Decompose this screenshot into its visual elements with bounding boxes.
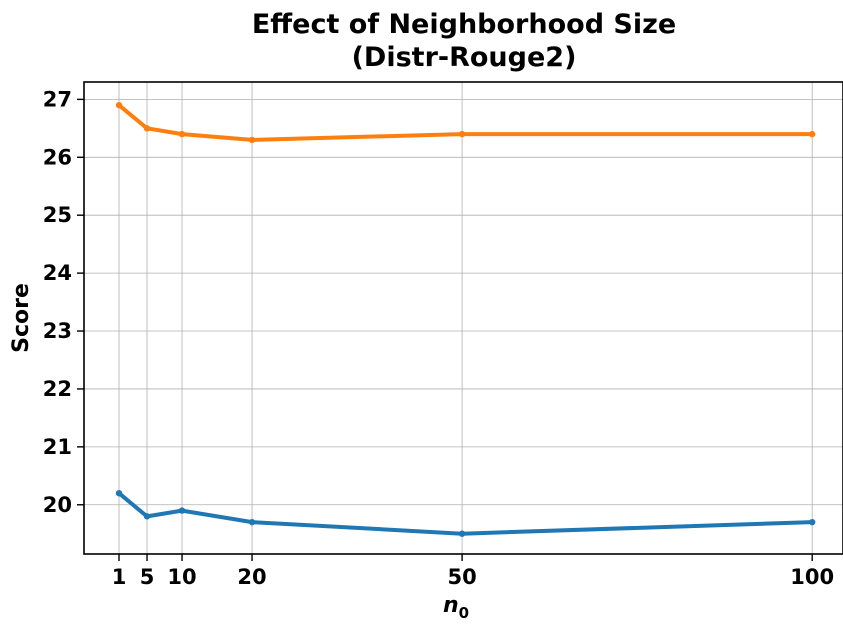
y-tick-label: 22 [43,377,72,401]
y-tick-label: 27 [43,87,72,111]
x-tick-label: 50 [447,565,476,589]
y-tick-label: 25 [43,203,72,227]
series-1-line [117,491,815,536]
y-tick-label: 26 [43,145,72,169]
y-tick-label: 24 [43,261,72,285]
chart-title-line-1: Effect of Neighborhood Size [252,9,676,40]
plot-frame [83,81,843,555]
series-1-point [248,518,256,526]
x-axis-label-base: n [443,593,459,618]
chart-title-line-2: (Distr-Rouge2) [352,42,577,73]
series-0-point [178,130,186,138]
y-tick-label: 21 [43,435,72,459]
y-axis-ticks: 20 21 22 23 24 25 26 27 [43,87,84,517]
x-tick-label: 10 [167,565,196,589]
y-axis-label: Score [9,283,34,353]
x-axis-ticks: 1 5 10 20 50 100 [112,554,834,589]
x-tick-label: 1 [112,565,127,589]
series-1-point [115,489,123,497]
series-1-point [808,518,816,526]
y-tick-label: 20 [43,493,72,517]
series-1-point [143,513,151,520]
series-0-point [248,136,256,144]
x-tick-label: 20 [237,565,266,589]
y-tick-label: 23 [43,319,72,343]
plot-series [115,101,816,537]
series-0-point [115,101,123,109]
x-axis-label-subscript: 0 [459,604,469,622]
x-axis-label: n0 [443,593,469,622]
x-tick-label: 5 [140,565,155,589]
x-tick-label: 100 [790,565,834,589]
series-0-line [117,103,815,142]
series-0-point [143,125,151,132]
grid-lines [84,82,843,554]
series-1-point [178,507,186,514]
series-1-point [458,530,466,537]
series-0-point [808,130,816,138]
series-0-point [458,130,466,138]
